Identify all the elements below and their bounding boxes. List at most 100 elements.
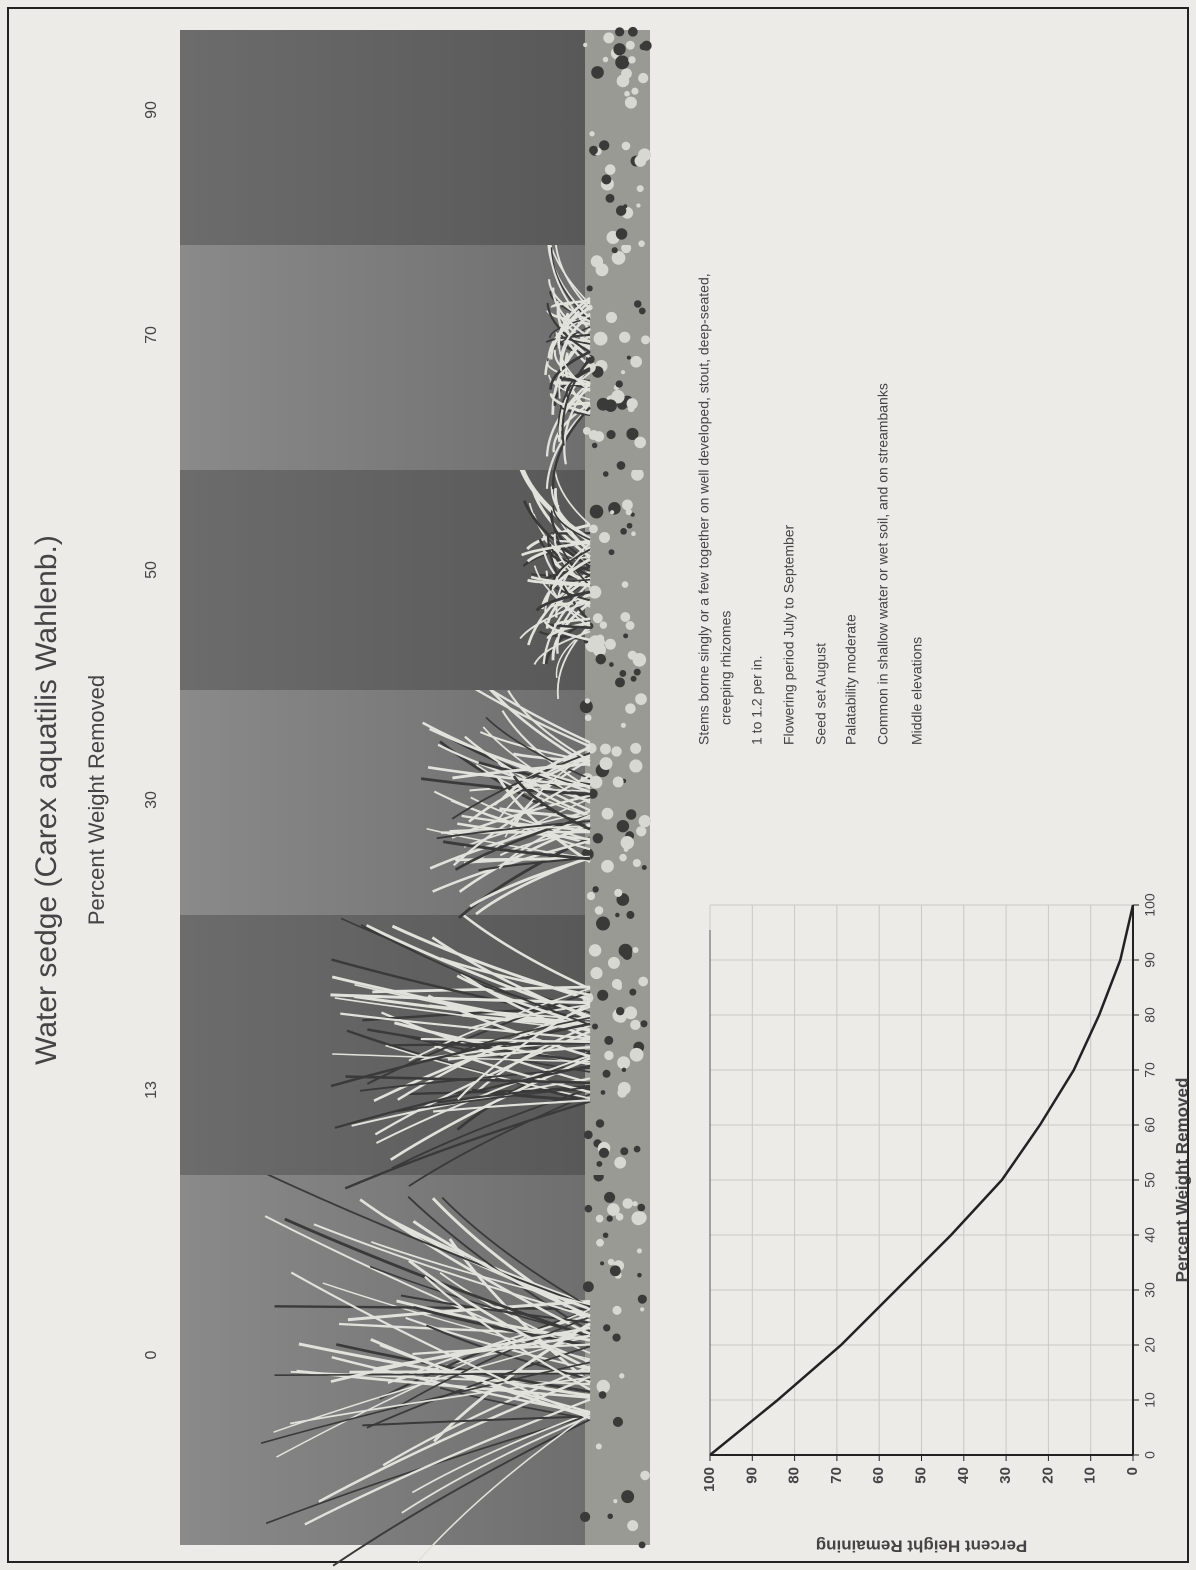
soil-speck xyxy=(622,1198,632,1208)
soil-speck xyxy=(606,194,615,203)
x-tick-label: 60 xyxy=(1142,1117,1158,1133)
soil-speck xyxy=(628,27,638,37)
y-tick-label: 10 xyxy=(1082,1467,1099,1484)
soil-speck xyxy=(620,612,630,622)
soil-speck xyxy=(596,263,609,276)
soil-speck xyxy=(629,989,636,996)
soil-speck xyxy=(604,1051,613,1060)
soil-speck xyxy=(622,500,633,511)
soil-speck xyxy=(623,204,627,208)
photo-label: 90 xyxy=(143,101,160,119)
soil-speck xyxy=(587,892,595,900)
soil-speck xyxy=(630,1048,644,1062)
soil-speck xyxy=(597,1380,610,1393)
note-line: Common in shallow water or wet soil, and… xyxy=(875,383,891,745)
soil-speck xyxy=(636,826,646,836)
soil-speck xyxy=(592,1023,598,1029)
soil-speck xyxy=(619,332,630,343)
soil-speck xyxy=(639,307,646,314)
y-tick-label: 0 xyxy=(1124,1467,1141,1475)
x-tick-label: 30 xyxy=(1142,1282,1158,1298)
photo-panel xyxy=(180,30,590,245)
soil-speck xyxy=(633,653,647,667)
soil-speck xyxy=(601,860,614,873)
soil-speck xyxy=(610,1265,621,1276)
soil-speck xyxy=(589,430,599,440)
y-tick-label: 30 xyxy=(997,1467,1014,1484)
subtitle: Percent Weight Removed xyxy=(84,675,109,925)
soil-speck xyxy=(632,1201,637,1206)
x-tick-label: 40 xyxy=(1142,1227,1158,1243)
soil-speck xyxy=(593,833,603,843)
soil-speck xyxy=(589,525,598,534)
soil-speck xyxy=(631,531,636,536)
soil-speck xyxy=(630,1020,640,1030)
x-tick-label: 20 xyxy=(1142,1337,1158,1353)
soil-speck xyxy=(637,1204,645,1212)
soil-speck xyxy=(614,1157,626,1169)
soil-speck xyxy=(607,1513,613,1519)
soil-speck xyxy=(592,886,598,892)
soil-speck xyxy=(606,312,617,323)
soil-speck xyxy=(597,990,608,1001)
soil-speck xyxy=(603,57,609,63)
soil-speck xyxy=(596,1443,602,1449)
soil-speck xyxy=(626,41,635,50)
soil-speck xyxy=(618,1082,631,1095)
soil-speck xyxy=(583,1281,594,1292)
soil-speck xyxy=(619,670,626,677)
soil-speck xyxy=(613,1417,623,1427)
soil-speck xyxy=(622,142,631,151)
soil-speck xyxy=(585,698,590,703)
y-tick-label: 90 xyxy=(743,1467,760,1484)
soil-speck xyxy=(615,677,625,687)
soil-speck xyxy=(625,97,637,109)
soil-speck xyxy=(640,1307,644,1311)
note-line: Stems borne singly or a few together on … xyxy=(696,273,712,745)
soil-speck xyxy=(601,175,611,185)
soil-speck xyxy=(622,581,629,588)
soil-speck xyxy=(631,676,637,682)
soil-speck xyxy=(626,911,634,919)
soil-speck xyxy=(640,1020,647,1027)
note-line: Seed set August xyxy=(813,643,829,745)
soil-speck xyxy=(635,693,647,705)
soil-speck xyxy=(607,430,616,439)
soil-speck xyxy=(600,757,613,770)
soil-speck xyxy=(600,1261,604,1265)
soil-speck xyxy=(596,1161,602,1167)
y-axis-label: Percent Height Remaining xyxy=(816,1537,1028,1556)
soil-speck xyxy=(622,1068,627,1073)
soil-speck xyxy=(617,820,629,832)
x-tick-label: 10 xyxy=(1142,1392,1158,1408)
soil-speck xyxy=(630,356,642,368)
soil-speck xyxy=(642,865,647,870)
soil-speck xyxy=(634,1146,641,1153)
soil-speck xyxy=(621,723,626,728)
soil-speck xyxy=(619,854,627,862)
soil-speck xyxy=(626,509,632,515)
y-tick-label: 80 xyxy=(786,1467,803,1484)
soil-speck xyxy=(636,203,640,207)
soil-speck xyxy=(621,836,634,849)
soil-speck xyxy=(605,164,616,175)
soil-speck xyxy=(593,613,603,623)
soil-speck xyxy=(583,43,587,47)
soil-speck xyxy=(587,285,593,291)
soil-speck xyxy=(630,743,641,754)
soil-speck xyxy=(596,1215,604,1223)
soil-speck xyxy=(608,502,621,515)
soil-speck xyxy=(599,1148,609,1158)
soil-speck xyxy=(589,944,601,956)
soil-speck xyxy=(621,370,625,374)
soil-speck xyxy=(591,66,604,79)
y-tick-label: 40 xyxy=(955,1467,972,1484)
soil-speck xyxy=(615,55,629,69)
soil-speck xyxy=(604,1192,615,1203)
soil-speck xyxy=(603,32,614,43)
soil-speck xyxy=(609,549,615,555)
soil-speck xyxy=(612,1306,621,1315)
soil-speck xyxy=(607,1215,613,1221)
soil-speck xyxy=(627,356,631,360)
soil-speck xyxy=(599,1391,607,1399)
